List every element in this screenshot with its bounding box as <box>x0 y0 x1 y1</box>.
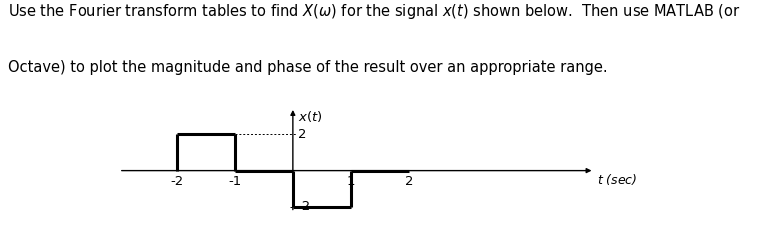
Text: -2: -2 <box>298 201 311 213</box>
Text: $x(t)$: $x(t)$ <box>298 109 322 124</box>
Text: -2: -2 <box>170 175 183 188</box>
Text: 2: 2 <box>405 175 413 188</box>
Text: Use the Fourier transform tables to find $X(\omega)$ for the signal $x(t)$ shown: Use the Fourier transform tables to find… <box>8 2 740 21</box>
Text: Octave) to plot the magnitude and phase of the result over an appropriate range.: Octave) to plot the magnitude and phase … <box>8 60 607 75</box>
Text: $t$ (sec): $t$ (sec) <box>597 172 638 187</box>
Text: -1: -1 <box>229 175 242 188</box>
Text: 2: 2 <box>298 128 306 141</box>
Text: 1: 1 <box>347 175 355 188</box>
